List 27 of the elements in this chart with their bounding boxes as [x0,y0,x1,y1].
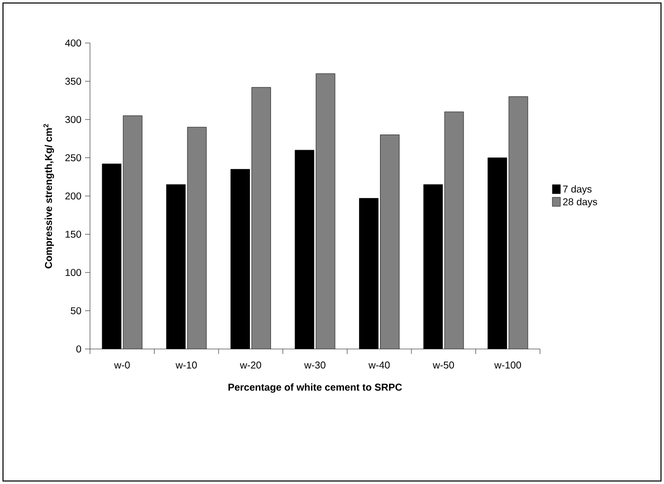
x-tick-label: w-0 [114,362,130,369]
legend-label: 28 days [563,198,598,208]
legend-label: 7 days [563,185,592,195]
bar [380,134,400,349]
y-tick-label: 250 [65,154,82,162]
bar [316,74,335,349]
y-tick-label: 300 [65,116,82,124]
y-tick-label: 100 [66,268,82,276]
y-tick-label: 350 [65,78,82,85]
x-tick-label: w-40 [368,362,390,369]
x-tick-label: w-50 [432,362,454,369]
bar [252,87,271,349]
y-tick-label: 150 [66,230,82,238]
y-axis-title: Compressive strength,Kg/ cm$^{2}$ [43,124,54,268]
bar [508,96,528,349]
bar [123,116,142,349]
bar [187,127,206,349]
bar [444,112,464,349]
x-tick-label: w-10 [176,362,197,369]
x-tick-label: w-30 [304,362,326,369]
y-tick-label: 50 [70,307,82,314]
x-axis-title: Percentage of white cement to SRPC [228,383,402,393]
x-tick-label: w-100 [494,362,522,369]
y-tick-label: 400 [65,39,82,47]
x-tick-label: w-20 [240,362,262,369]
y-tick-label: 200 [65,192,82,200]
y-tick-label: 0 [76,345,82,353]
